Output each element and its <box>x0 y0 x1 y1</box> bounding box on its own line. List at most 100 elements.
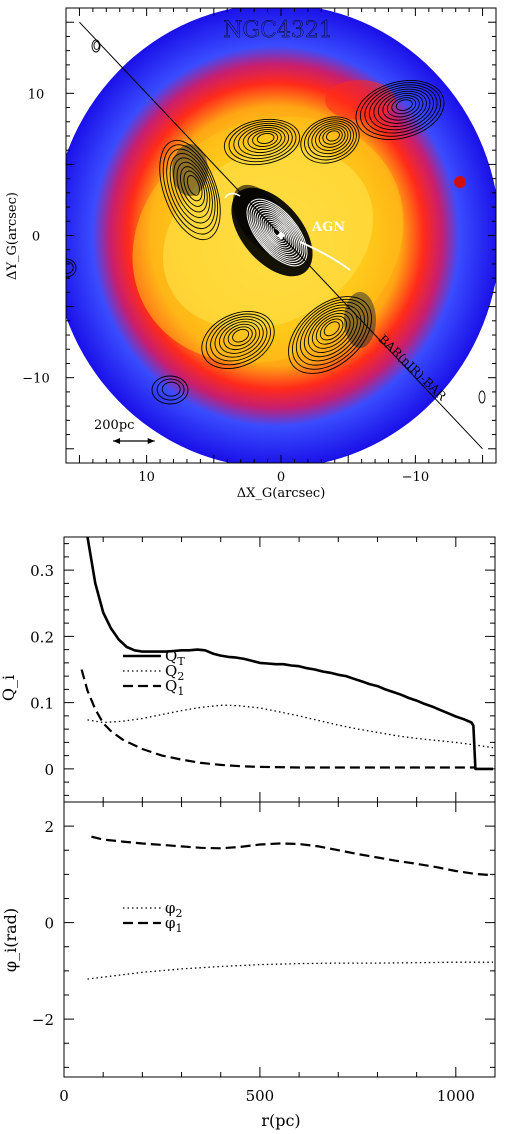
contour-inner-4 <box>254 207 300 258</box>
contour-outer-5-2 <box>307 120 354 158</box>
contours-inner <box>246 198 308 267</box>
contour-outer-0-6 <box>180 166 206 207</box>
contour-outer-5-6 <box>322 128 343 145</box>
contour-inner-1 <box>248 200 306 265</box>
contour-outer-1-0 <box>201 311 275 369</box>
contour-inner-3 <box>252 205 302 260</box>
q-tick-marks <box>63 537 496 802</box>
contour-outer-9-0 <box>478 390 486 404</box>
contour-outer-3-6 <box>382 92 424 121</box>
scale-bar-label: 200pc <box>94 418 134 433</box>
map-y-axis-label: ΔY_G(arcsec) <box>5 192 20 280</box>
contour-outer-2-5 <box>307 310 355 353</box>
scale-bar: 200pc <box>94 418 155 444</box>
contour-outer-5-7 <box>326 130 340 142</box>
contour-outer-2-1 <box>292 298 369 370</box>
contour-outer-0-8 <box>186 174 200 196</box>
inner-arm-curve-2 <box>224 192 241 199</box>
contour-outer-3-4 <box>373 88 431 128</box>
series-q-2-line <box>87 704 494 749</box>
map-x-axis-label: ΔX_G(arcsec) <box>237 486 326 501</box>
contour-outer-5-1 <box>304 118 357 161</box>
phi-series-group <box>87 835 494 980</box>
series--1-line <box>91 835 494 877</box>
map-x-tick-label: 0 <box>277 470 285 485</box>
contour-outer-2-3 <box>299 304 362 362</box>
contour-outer-3-1 <box>359 82 441 137</box>
contour-outer-0-7 <box>183 170 203 202</box>
map-x-tick-label: −10 <box>402 470 429 485</box>
contour-outer-5-4 <box>315 124 349 151</box>
contour-outer-2-0 <box>288 296 372 374</box>
contour-outer-8-1 <box>93 41 100 51</box>
contour-outer-7-0 <box>66 258 77 278</box>
contour-outer-5-5 <box>318 126 346 148</box>
contour-outer-0-3 <box>169 153 213 224</box>
contour-outer-4-7 <box>256 133 275 144</box>
contour-outer-0-5 <box>176 161 208 213</box>
contour-outer-4-0 <box>223 118 301 166</box>
contour-outer-4-3 <box>238 124 290 157</box>
y-tick-label: 0.1 <box>30 695 54 713</box>
contour-outer-2-9 <box>323 321 340 337</box>
contour-outer-4-5 <box>247 128 282 151</box>
x-tick-label: 0 <box>59 1087 69 1105</box>
contour-outer-1-2 <box>210 316 268 362</box>
map-y-tick-label: −10 <box>22 372 49 387</box>
contour-outer-6-0 <box>151 375 189 405</box>
contour-outer-3-7 <box>386 95 420 118</box>
scale-arrow-left <box>113 438 121 444</box>
contour-outer-1-3 <box>214 318 264 358</box>
phi-tick-marks <box>63 802 496 1077</box>
q-series-group <box>80 537 494 771</box>
legend-label-0: φ2 <box>165 899 183 920</box>
contour-inner-5 <box>256 209 298 256</box>
legend-label-0: QT <box>165 647 185 668</box>
x-tick-label: 500 <box>246 1087 275 1105</box>
y-tick-label: 0.3 <box>30 562 54 580</box>
x-tick-label: 1000 <box>437 1087 475 1105</box>
contour-outer-2-2 <box>295 301 365 366</box>
agn-marker <box>277 231 285 240</box>
y-tick-label: 2 <box>44 818 54 836</box>
y-tick-label: 0 <box>44 761 54 779</box>
contour-outer-0-4 <box>173 157 211 218</box>
contour-outer-4-1 <box>228 120 297 163</box>
legend-label-1: Q2 <box>165 662 184 683</box>
contour-outer-1-5 <box>223 323 257 351</box>
contour-outer-3-0 <box>355 80 445 140</box>
contour-outer-4-2 <box>233 122 293 160</box>
phi-x-axis-label: r(pc) <box>261 1111 300 1130</box>
contour-outer-4-4 <box>242 126 286 154</box>
map-y-tick-label: 10 <box>28 87 45 102</box>
contour-outer-2-6 <box>311 312 351 349</box>
map-title: NGC4321 <box>223 18 333 43</box>
contour-inner-2 <box>250 203 304 262</box>
contour-outer-3-9 <box>395 99 413 111</box>
legend-label-1: φ1 <box>165 914 183 935</box>
map-x-tick-label: 10 <box>138 470 155 485</box>
inner-arm-curve <box>299 241 351 271</box>
q-y-axis-label: Q_i <box>0 675 18 701</box>
contour-outer-1-6 <box>227 326 253 347</box>
contour-outer-3-8 <box>391 97 417 115</box>
contour-outer-3-5 <box>377 90 427 124</box>
q-frame <box>63 536 496 803</box>
contour-outer-4-6 <box>252 131 279 148</box>
contour-outer-0-2 <box>166 148 216 230</box>
map-tick-marks <box>66 8 496 463</box>
contour-outer-2-8 <box>319 318 344 341</box>
contour-outer-1-7 <box>232 328 250 343</box>
galaxy-map-panel: AGN BAR(nIR)-BAR 200pc NGC4321 10 0 −10100… <box>5 7 497 501</box>
y-tick-label: 0 <box>44 915 54 933</box>
map-y-tick-label: 0 <box>32 230 40 245</box>
contour-outer-1-1 <box>205 313 271 366</box>
series--2-line <box>87 961 493 980</box>
contour-outer-6-2 <box>161 381 181 397</box>
phi-frame <box>63 801 496 1078</box>
series-q-1-line <box>80 669 476 769</box>
legend-label-2: Q1 <box>165 677 184 698</box>
y-tick-label: 0.2 <box>30 628 54 646</box>
